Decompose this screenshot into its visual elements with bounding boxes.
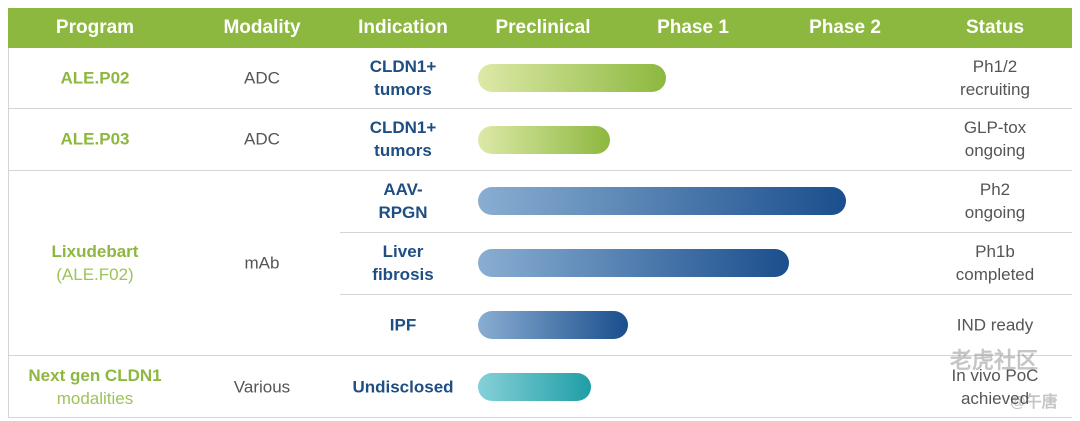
status: ongoing xyxy=(964,141,1026,160)
progress-bar xyxy=(478,311,628,339)
progress-bar xyxy=(478,187,846,215)
status: recruiting xyxy=(960,80,1030,99)
progress-bar xyxy=(478,126,610,154)
watermark: 老虎社区 xyxy=(950,348,1039,373)
row-line xyxy=(8,108,1072,109)
status: completed xyxy=(955,265,1035,284)
status: achieved xyxy=(960,388,1030,408)
column-header: Status xyxy=(965,17,1025,38)
status-cell: GLP-tox ongoing xyxy=(964,116,1026,162)
status: ongoing xyxy=(964,203,1026,222)
status: In vivo PoC xyxy=(951,365,1039,385)
modality: mAb xyxy=(244,253,280,272)
indication-cell: Undisclosed xyxy=(352,375,453,398)
program-name: Next gen CLDN1 xyxy=(28,365,162,385)
status-cell: IND ready xyxy=(957,313,1034,336)
row-line xyxy=(340,294,1072,295)
row-line xyxy=(8,170,1072,171)
column-header: Phase 1 xyxy=(657,17,729,38)
status: Ph1b xyxy=(975,242,1015,261)
program-name: modalities xyxy=(56,388,134,408)
program-name: (ALE.F02) xyxy=(56,264,134,284)
border xyxy=(8,417,1072,418)
progress-bar xyxy=(478,64,666,92)
column-header: Indication xyxy=(358,17,448,38)
program-cell: ALE.P02 xyxy=(61,67,130,90)
indication-cell: CLDN1+ tumors xyxy=(370,116,437,162)
indication: fibrosis xyxy=(372,265,434,284)
status: GLP-tox xyxy=(963,118,1027,137)
row-line xyxy=(340,232,1072,233)
modality: Various xyxy=(233,377,291,396)
program-cell: Next gen CLDN1 modalities xyxy=(28,364,161,410)
watermark: @午唐 xyxy=(1010,394,1058,411)
status-cell: Ph1b completed xyxy=(956,240,1034,286)
status: IND ready xyxy=(956,315,1034,334)
program-cell: Lixudebart (ALE.F02) xyxy=(52,240,139,286)
indication: IPF xyxy=(389,315,417,334)
indication-cell: AAV- RPGN xyxy=(378,178,427,224)
indication-cell: CLDN1+ tumors xyxy=(370,55,437,101)
indication: RPGN xyxy=(378,203,428,222)
border xyxy=(8,48,9,418)
program-name: Lixudebart xyxy=(51,241,139,261)
status: Ph2 xyxy=(979,180,1011,199)
indication-cell: Liver fibrosis xyxy=(372,240,433,286)
progress-bar xyxy=(478,249,789,277)
column-header: Phase 2 xyxy=(809,17,881,38)
header-bar xyxy=(8,8,1072,48)
status-cell: Ph2 ongoing xyxy=(965,178,1026,224)
indication: Undisclosed xyxy=(352,377,454,396)
indication: CLDN1+ xyxy=(369,57,437,76)
modality: ADC xyxy=(244,129,280,149)
indication: Liver xyxy=(382,242,424,261)
program-name: ALE.P03 xyxy=(60,129,130,149)
status-cell: In vivo PoC achieved xyxy=(952,364,1039,410)
status: Ph1/2 xyxy=(972,57,1018,76)
column-header: Program xyxy=(55,17,135,38)
progress-bar xyxy=(478,373,591,401)
row-line xyxy=(8,355,1072,356)
indication: tumors xyxy=(374,80,432,99)
modality: ADC xyxy=(244,68,280,88)
program-name: ALE.P02 xyxy=(60,68,130,88)
indication: AAV- xyxy=(383,180,423,199)
status-cell: Ph1/2 recruiting xyxy=(960,55,1030,101)
indication-cell: IPF xyxy=(390,313,416,336)
column-header: Modality xyxy=(223,17,301,38)
column-header: Preclinical xyxy=(495,17,591,38)
indication: CLDN1+ xyxy=(369,118,437,137)
program-cell: ALE.P03 xyxy=(61,128,130,151)
indication: tumors xyxy=(374,141,432,160)
